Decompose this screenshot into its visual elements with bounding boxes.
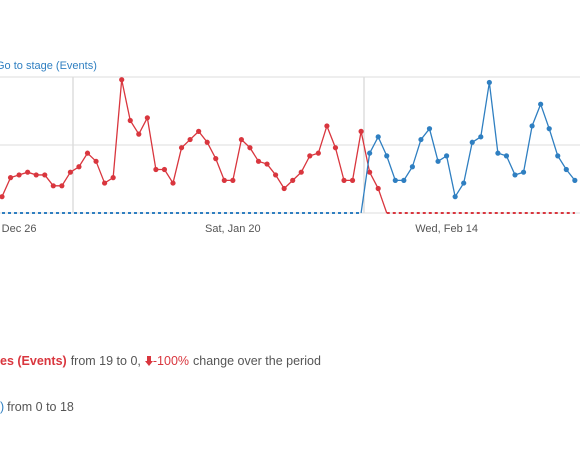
series-line: [360, 82, 576, 214]
point: [375, 185, 381, 192]
point: [110, 175, 116, 181]
point: [153, 166, 159, 173]
point: [332, 145, 339, 151]
point: [273, 172, 279, 178]
point: [42, 172, 48, 178]
summary-text: change over the period: [193, 354, 321, 368]
point: [555, 153, 561, 159]
point: [144, 115, 150, 121]
point: [349, 177, 356, 183]
point: [59, 183, 65, 189]
summary-line: ) from 0 to 18: [0, 400, 74, 414]
point: [136, 131, 142, 137]
point: [520, 169, 527, 175]
point: [16, 172, 22, 178]
point: [213, 156, 219, 162]
point: [238, 136, 244, 143]
change-value: -100%: [152, 354, 190, 368]
point: [426, 126, 433, 132]
point: [444, 153, 450, 159]
point: [367, 169, 373, 175]
point: [264, 161, 270, 167]
point: [512, 172, 518, 178]
point: [119, 77, 125, 83]
point: [170, 180, 176, 186]
point: [563, 166, 569, 173]
point: [247, 145, 253, 151]
summary-line: es (Events) from 19 to 0, -100% change o…: [0, 354, 321, 368]
point: [546, 126, 552, 132]
point: [572, 177, 578, 183]
point: [392, 177, 398, 183]
point: [358, 128, 364, 134]
point: [367, 150, 373, 156]
point: [0, 194, 5, 200]
point: [67, 169, 73, 175]
metric-name: ): [0, 400, 5, 414]
point: [538, 101, 544, 107]
point: [33, 172, 39, 178]
metric-name: es (Events): [0, 354, 67, 368]
point: [298, 169, 304, 175]
point: [341, 177, 347, 183]
summary-text: from 0 to 18: [7, 400, 74, 414]
point: [161, 166, 168, 173]
point: [7, 175, 14, 181]
point: [503, 153, 510, 159]
point: [221, 177, 227, 183]
x-tick-label: Wed, Feb 14: [415, 223, 478, 235]
summary-text: from 19 to 0,: [70, 354, 141, 368]
point: [93, 158, 99, 164]
point: [204, 139, 210, 145]
x-tick-label: Sat, Jan 20: [205, 223, 261, 235]
point: [102, 180, 108, 186]
point: [384, 153, 390, 159]
point: [196, 128, 202, 134]
point: [486, 79, 492, 86]
point: [435, 158, 441, 164]
point: [478, 134, 484, 140]
point: [324, 123, 330, 129]
point: [529, 123, 535, 129]
down-arrow: [144, 356, 153, 366]
series-line: [1, 79, 388, 214]
point: [25, 169, 31, 175]
point: [178, 145, 185, 151]
point: [315, 150, 321, 156]
point: [469, 139, 475, 145]
point: [76, 164, 82, 170]
point: [281, 185, 287, 192]
point: [461, 180, 467, 186]
chart-title[interactable]: Go to stage (Events): [0, 60, 97, 72]
point: [290, 177, 296, 183]
point: [50, 183, 56, 189]
point: [84, 150, 91, 156]
point: [255, 158, 262, 164]
point: [127, 117, 133, 124]
point: [401, 177, 407, 183]
point: [230, 177, 236, 183]
x-tick-label: Dec 26: [2, 223, 37, 235]
point: [418, 136, 424, 143]
point: [187, 136, 193, 143]
chart: Go to stage (Events) Dec 26 Sat, Jan 20 We…: [0, 60, 580, 235]
point: [375, 134, 381, 140]
point: [452, 194, 458, 200]
point: [495, 150, 501, 156]
point: [409, 164, 415, 170]
point: [307, 153, 313, 159]
